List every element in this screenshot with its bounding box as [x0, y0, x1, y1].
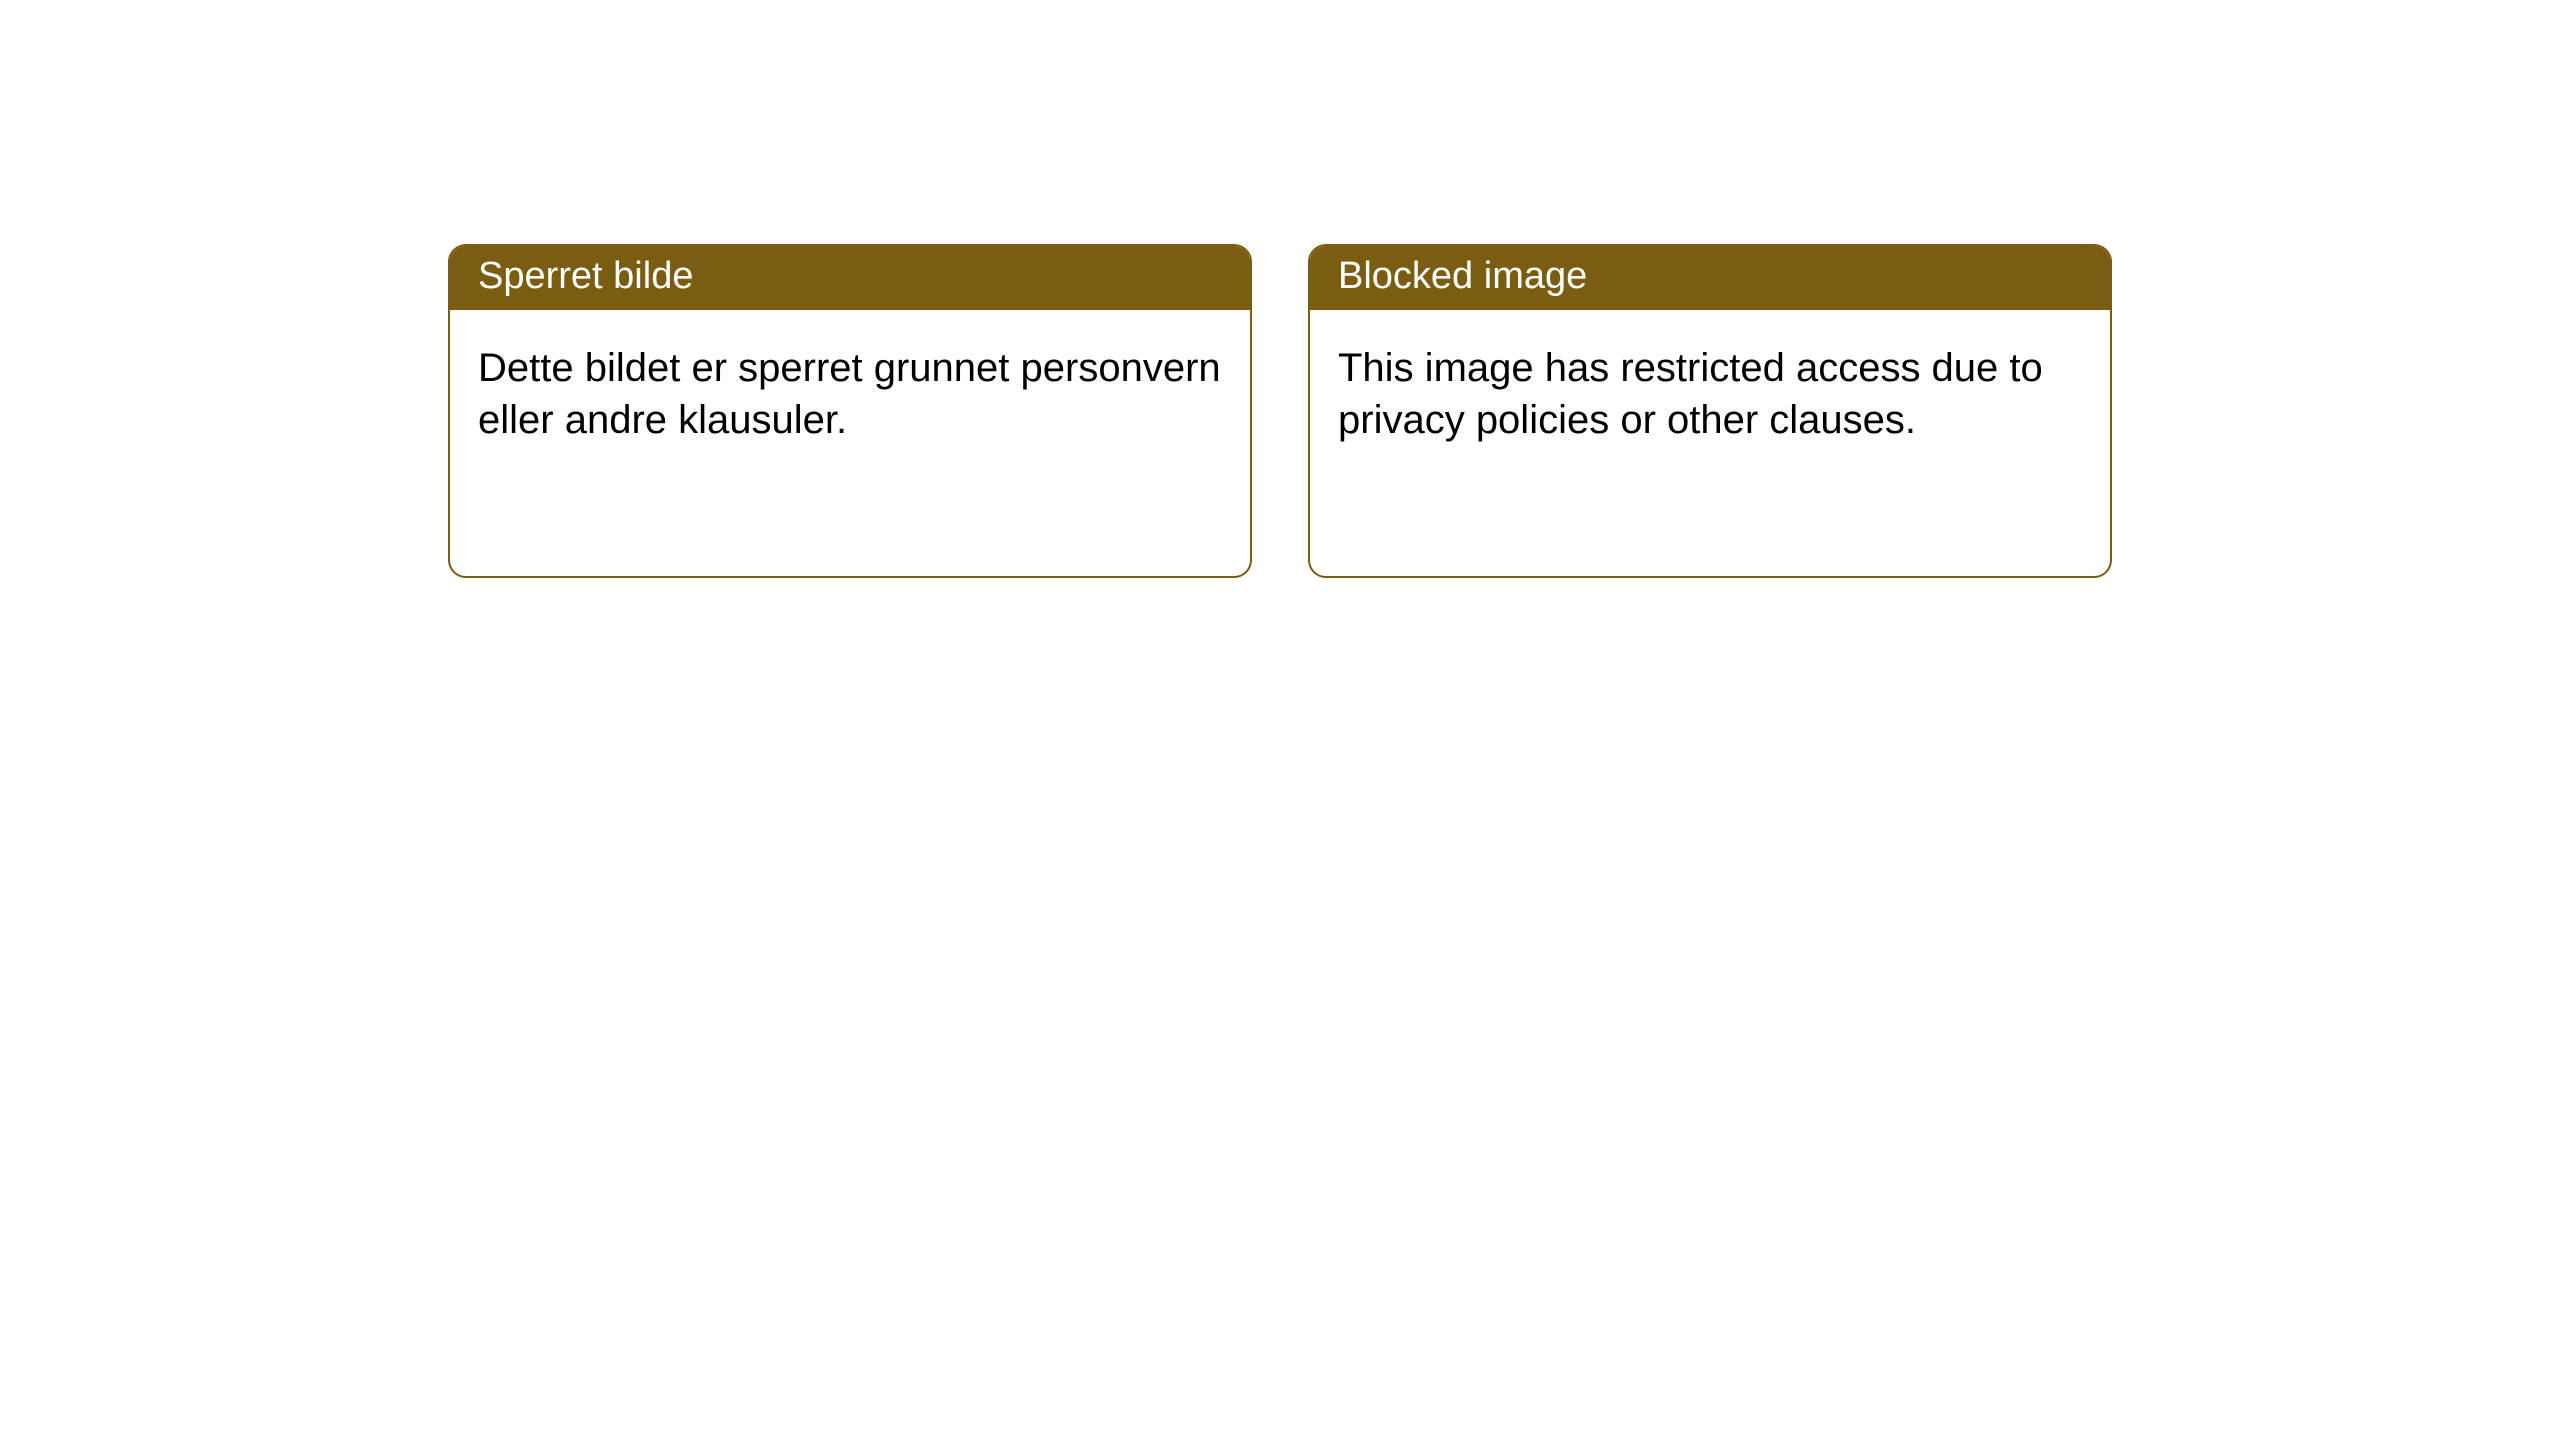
- notice-container: Sperret bilde Dette bildet er sperret gr…: [0, 0, 2560, 578]
- notice-card-title: Sperret bilde: [450, 246, 1250, 310]
- notice-card-english: Blocked image This image has restricted …: [1308, 244, 2112, 578]
- notice-card-title: Blocked image: [1310, 246, 2110, 310]
- notice-card-body: This image has restricted access due to …: [1310, 310, 2110, 470]
- notice-card-body: Dette bildet er sperret grunnet personve…: [450, 310, 1250, 470]
- notice-card-norwegian: Sperret bilde Dette bildet er sperret gr…: [448, 244, 1252, 578]
